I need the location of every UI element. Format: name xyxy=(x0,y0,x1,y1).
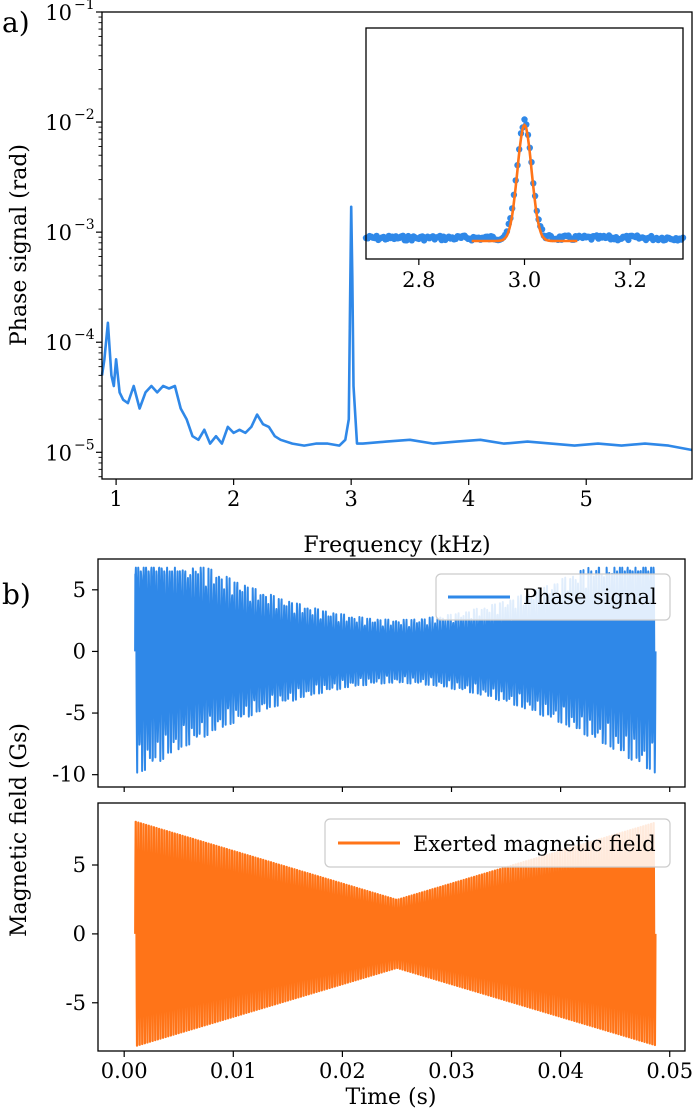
x-tick-label: 5 xyxy=(580,487,593,511)
y-tick-label: 10 xyxy=(45,1,72,25)
y-tick-label: 5 xyxy=(73,578,86,602)
y-tick-label: 0 xyxy=(73,922,86,946)
inset-background xyxy=(366,28,683,259)
x-tick-label: 0.01 xyxy=(210,1059,257,1083)
panel-a-y-axis: 10−510−410−310−210−1 xyxy=(45,0,102,478)
y-tick-exponent: −3 xyxy=(74,217,95,233)
panel-a-frame xyxy=(101,11,693,480)
panel-b-top: 5 0 -5 -10 Phase signal xyxy=(52,558,686,792)
y-tick-label: -5 xyxy=(66,701,86,725)
y-tick-exponent: −4 xyxy=(74,327,95,343)
inset-x-tick-label: 2.8 xyxy=(402,268,435,292)
y-tick-exponent: −5 xyxy=(74,437,95,453)
x-tick-label: 4 xyxy=(462,487,475,511)
x-tick-label: 3 xyxy=(344,487,357,511)
panel-b-bottom-x-axis: 0.00 0.01 0.02 0.03 0.04 0.05 xyxy=(101,1051,693,1083)
y-tick-label: 10 xyxy=(45,111,72,135)
legend-phase: Phase signal xyxy=(435,573,671,621)
inset-fit-line xyxy=(471,123,578,243)
inset-series xyxy=(362,116,687,244)
x-tick-label: 0.03 xyxy=(428,1059,475,1083)
y-tick-exponent: −2 xyxy=(74,107,95,123)
y-tick-label: -5 xyxy=(66,991,86,1015)
panel-a-series xyxy=(100,205,693,452)
inset-x-tick-label: 3.0 xyxy=(508,268,541,292)
phase-spectrum-line xyxy=(100,205,693,452)
panel-a-x-axis: 1 2 3 4 5 xyxy=(109,479,593,511)
x-tick-label: 0.04 xyxy=(537,1059,584,1083)
legend-field-box xyxy=(324,818,671,868)
panel-label-a: a) xyxy=(2,6,30,39)
legend-phase-box xyxy=(435,573,671,621)
panel-a-y-label: Phase signal (rad) xyxy=(7,144,32,346)
x-tick-label: 0.05 xyxy=(646,1059,693,1083)
x-tick-label: 1 xyxy=(109,487,122,511)
legend-field-label: Exerted magnetic field xyxy=(413,832,656,856)
phase-signal-line xyxy=(134,566,657,774)
panel-b-top-x-ticks xyxy=(123,787,671,792)
y-tick-label: -10 xyxy=(52,763,86,787)
x-tick-label: 2 xyxy=(227,487,240,511)
magnetic-field-series xyxy=(134,820,657,1047)
y-tick-label: 0 xyxy=(73,639,86,663)
inset-x-tick-label: 3.2 xyxy=(613,268,646,292)
panel-a-x-label: Frequency (kHz) xyxy=(303,533,490,558)
inset-x-axis: 2.8 3.0 3.2 xyxy=(402,259,647,292)
y-tick-label: 10 xyxy=(45,331,72,355)
x-tick-label: 0.02 xyxy=(319,1059,366,1083)
y-tick-exponent: −1 xyxy=(74,0,95,13)
magnetic-field-line xyxy=(134,820,657,1047)
panel-b-top-y-axis: 5 0 -5 -10 xyxy=(52,578,98,787)
y-tick-label: 5 xyxy=(73,853,86,877)
legend-phase-label: Phase signal xyxy=(523,585,657,609)
panel-label-b: b) xyxy=(2,578,31,611)
panel-b-y-label: Magnetic field (Gs) xyxy=(7,723,32,937)
panel-b-bottom-frame xyxy=(97,802,686,1052)
inset-chart: 2.8 3.0 3.2 xyxy=(362,27,687,292)
legend-field: Exerted magnetic field xyxy=(324,818,671,868)
panel-b-bottom: 5 0 -5 0.00 0.01 0.02 0.03 0.04 0.05 Exerted ma… xyxy=(66,802,693,1110)
y-tick-label: 10 xyxy=(45,221,72,245)
x-tick-label: 0.00 xyxy=(101,1059,148,1083)
panel-b-x-label: Time (s) xyxy=(345,1085,436,1110)
phase-signal-series xyxy=(134,566,657,774)
inset-scatter-point xyxy=(521,116,528,123)
panel-b-top-frame xyxy=(97,558,686,788)
y-tick-label: 10 xyxy=(45,441,72,465)
panel-b-bottom-y-axis: 5 0 -5 xyxy=(66,853,98,1015)
